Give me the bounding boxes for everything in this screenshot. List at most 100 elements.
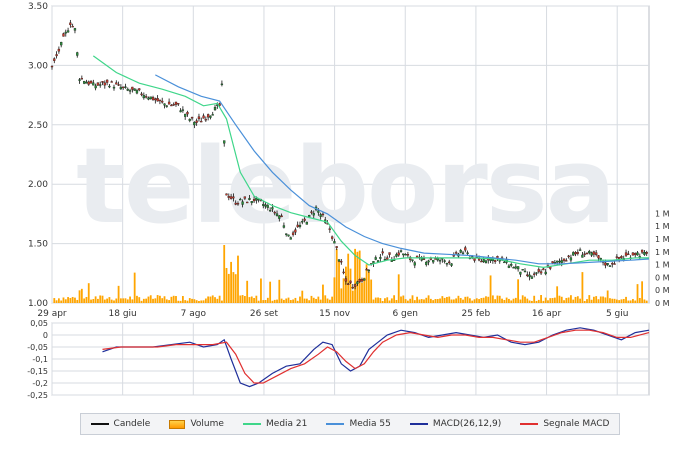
candle-body bbox=[611, 263, 614, 265]
candle-body bbox=[291, 232, 295, 235]
volume-bar bbox=[553, 297, 556, 303]
volume-bar bbox=[324, 295, 327, 303]
macd-tick-label: -0,15 bbox=[27, 367, 48, 376]
volume-bar bbox=[90, 299, 92, 303]
candle-body bbox=[595, 252, 598, 256]
candle-body bbox=[466, 252, 469, 255]
candle-body bbox=[248, 198, 251, 201]
legend-item-media-55[interactable]: Media 55 bbox=[326, 419, 391, 429]
volume-bar bbox=[67, 297, 69, 303]
candle-body bbox=[195, 120, 198, 123]
volume-bar bbox=[333, 277, 336, 303]
legend-item-segnale-macd[interactable]: Segnale MACD bbox=[520, 419, 609, 429]
volume-bar bbox=[262, 300, 265, 303]
candle-body bbox=[450, 263, 453, 266]
volume-bar bbox=[308, 300, 311, 303]
volume-bar bbox=[305, 298, 308, 303]
volume-bar bbox=[126, 299, 129, 303]
volume-bar bbox=[570, 295, 572, 303]
volume-bar bbox=[255, 295, 258, 303]
volume-bar bbox=[119, 298, 122, 303]
volume-bar bbox=[402, 295, 405, 303]
candle-body bbox=[535, 272, 538, 274]
volume-bar bbox=[501, 298, 503, 303]
candle-body bbox=[386, 257, 389, 260]
candle-body bbox=[103, 82, 106, 86]
legend-item-media-21[interactable]: Media 21 bbox=[243, 419, 307, 429]
volume-bar bbox=[175, 296, 177, 303]
candle-body bbox=[464, 247, 467, 251]
volume-bar bbox=[76, 299, 79, 303]
candle-body bbox=[551, 261, 554, 264]
candle-body bbox=[179, 110, 182, 113]
volume-bar bbox=[168, 300, 171, 303]
volume-bar bbox=[606, 290, 609, 303]
volume-bar bbox=[482, 297, 485, 303]
legend-label-volume: Volume bbox=[190, 419, 224, 429]
macd-lines bbox=[102, 327, 650, 388]
candle-body bbox=[480, 260, 483, 263]
volume-bar bbox=[354, 248, 356, 303]
volume-tick-label: 1 M bbox=[655, 261, 670, 270]
candle-body bbox=[533, 273, 536, 275]
candle-body bbox=[71, 26, 74, 28]
volume-bar bbox=[436, 299, 439, 303]
candle-body bbox=[101, 81, 104, 83]
candle-body bbox=[60, 41, 63, 46]
candle-body bbox=[645, 252, 648, 254]
candle-body bbox=[255, 197, 258, 201]
candle-body bbox=[399, 250, 403, 252]
candle-body bbox=[73, 28, 77, 31]
volume-bar bbox=[294, 297, 297, 303]
volume-bar bbox=[620, 299, 623, 303]
volume-bar bbox=[260, 278, 262, 303]
volume-bar bbox=[289, 300, 292, 303]
candle-body bbox=[569, 257, 573, 261]
volume-bar bbox=[188, 298, 191, 303]
volume-bar bbox=[124, 298, 127, 303]
candle-body bbox=[229, 196, 233, 199]
candle-body bbox=[618, 257, 621, 260]
volume-bar bbox=[338, 259, 340, 303]
candle-body bbox=[135, 90, 139, 94]
legend-item-candele[interactable]: Candele bbox=[90, 419, 150, 429]
candle-body bbox=[411, 259, 414, 261]
macd-tick-label: -0,2 bbox=[32, 379, 48, 388]
legend-label-media-21: Media 21 bbox=[266, 419, 308, 429]
volume-bar bbox=[432, 300, 435, 303]
volume-bar bbox=[503, 299, 506, 303]
candle-body bbox=[227, 195, 230, 198]
volume-bar bbox=[83, 298, 86, 303]
volume-bar bbox=[257, 300, 260, 303]
candle-body bbox=[170, 104, 173, 107]
volume-bar bbox=[634, 300, 637, 303]
volume-bar bbox=[423, 299, 425, 303]
candle-body bbox=[553, 262, 557, 264]
volume-bar bbox=[347, 253, 350, 303]
candle-body bbox=[452, 254, 455, 257]
candle-body bbox=[112, 86, 116, 89]
candle-body bbox=[425, 261, 428, 265]
volume-bar bbox=[278, 279, 281, 303]
watermark-text: teleborsa bbox=[76, 125, 614, 247]
candle-body bbox=[64, 31, 67, 34]
volume-bar bbox=[505, 297, 508, 303]
volume-bar bbox=[106, 298, 109, 303]
volume-bar bbox=[367, 271, 370, 303]
candle-body bbox=[356, 281, 359, 284]
candle-body bbox=[335, 246, 338, 248]
volume-bar bbox=[92, 299, 95, 303]
candle-body bbox=[305, 221, 309, 225]
candle-body bbox=[266, 205, 269, 208]
legend-item-macd[interactable]: MACD(26,12,9) bbox=[409, 419, 501, 429]
volume-bar bbox=[645, 300, 648, 303]
moving-average-lines bbox=[92, 55, 650, 269]
volume-bar bbox=[85, 296, 88, 303]
price-tick-label: 3.00 bbox=[28, 61, 48, 71]
legend-item-volume[interactable]: Volume bbox=[169, 419, 224, 429]
volume-bar bbox=[425, 297, 428, 303]
candle-body bbox=[312, 213, 315, 216]
candle-body bbox=[445, 263, 449, 265]
candle-body bbox=[190, 116, 194, 119]
